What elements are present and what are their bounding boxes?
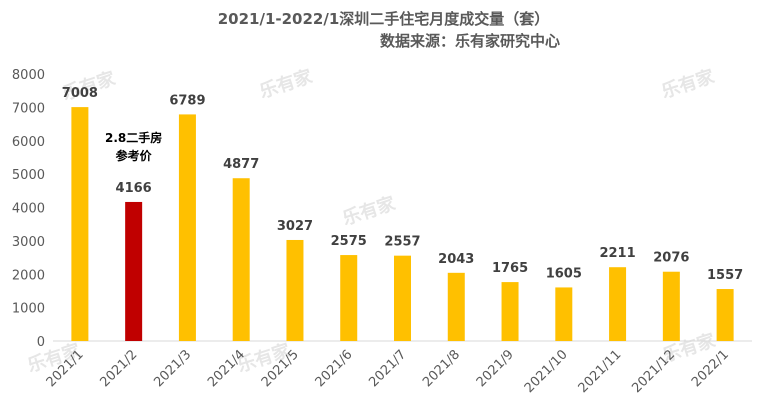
watermark-logo-3: 乐有家 — [659, 65, 718, 103]
bar-2021/9 — [501, 282, 519, 341]
y-tick-label: 8000 — [12, 68, 45, 83]
data-label: 6789 — [169, 93, 205, 108]
x-tick-label: 2021/12 — [629, 347, 678, 396]
y-tick-label: 5000 — [12, 168, 45, 183]
data-label: 2557 — [384, 235, 420, 250]
y-tick-label: 3000 — [12, 235, 45, 250]
bar-2021/6 — [340, 255, 358, 341]
x-tick-label: 2021/10 — [522, 347, 571, 396]
bar-2021/7 — [394, 255, 411, 341]
y-tick-label: 6000 — [12, 135, 45, 150]
bar-2021/3 — [178, 114, 196, 342]
x-tick-label: 2021/11 — [576, 347, 625, 396]
bar-2021/11 — [609, 267, 627, 341]
bar-2021/1 — [71, 107, 89, 341]
bar-2022/1 — [716, 289, 734, 341]
data-label: 2211 — [599, 246, 635, 261]
data-label: 1605 — [546, 266, 582, 281]
bar-2021/10 — [555, 287, 573, 341]
bar-2021/12 — [662, 271, 680, 341]
y-tick-label: 7000 — [12, 101, 45, 116]
x-tick-labels: 2021/1 2021/2 2021/3 2021/4 2021/5 2021/6 2021… — [44, 347, 732, 396]
data-label: 7008 — [62, 86, 98, 101]
y-tick-label: 2000 — [12, 268, 45, 283]
data-label: 1765 — [492, 261, 528, 276]
y-tick-label: 1000 — [12, 302, 45, 317]
bar-2021/8 — [447, 272, 465, 341]
x-tick-label: 2021/7 — [366, 347, 409, 390]
chart-title: 2021/1-2022/1深圳二手住宅月度成交量（套） — [217, 10, 550, 28]
chart-subtitle: 数据来源：乐有家研究中心 — [380, 32, 561, 50]
y-tick-label: 4000 — [12, 202, 45, 217]
data-label: 2575 — [331, 234, 367, 249]
data-label: 2043 — [438, 252, 474, 267]
bar-2021/4 — [232, 178, 250, 341]
y-tick-label: 0 — [37, 335, 45, 350]
data-label: 4166 — [116, 181, 152, 196]
data-labels: 7008 4166 6789 4877 3027 2575 2557 2043 1765 1605… — [62, 86, 743, 283]
data-label: 3027 — [277, 219, 313, 234]
data-label: 1557 — [707, 268, 743, 283]
data-label: 2076 — [653, 251, 689, 266]
x-tick-label: 2021/9 — [474, 347, 517, 390]
y-tick-labels: 0 1000 2000 3000 4000 5000 6000 7000 8000 — [12, 68, 45, 350]
bars — [71, 107, 734, 342]
bar-2021/2 — [125, 201, 143, 341]
annotation-line: 2.8二手房 — [105, 130, 162, 145]
bar-2021/5 — [286, 239, 304, 341]
data-label: 4877 — [223, 157, 259, 172]
watermark-logo-2: 乐有家 — [257, 65, 316, 103]
x-tick-label: 2021/2 — [98, 347, 141, 390]
x-tick-label: 2021/3 — [151, 347, 194, 390]
x-tick-label: 2021/6 — [313, 347, 356, 390]
x-tick-label: 2021/8 — [420, 347, 463, 390]
annotation-line: 参考价 — [116, 148, 153, 163]
watermark-logo-4: 乐有家 — [340, 192, 399, 230]
